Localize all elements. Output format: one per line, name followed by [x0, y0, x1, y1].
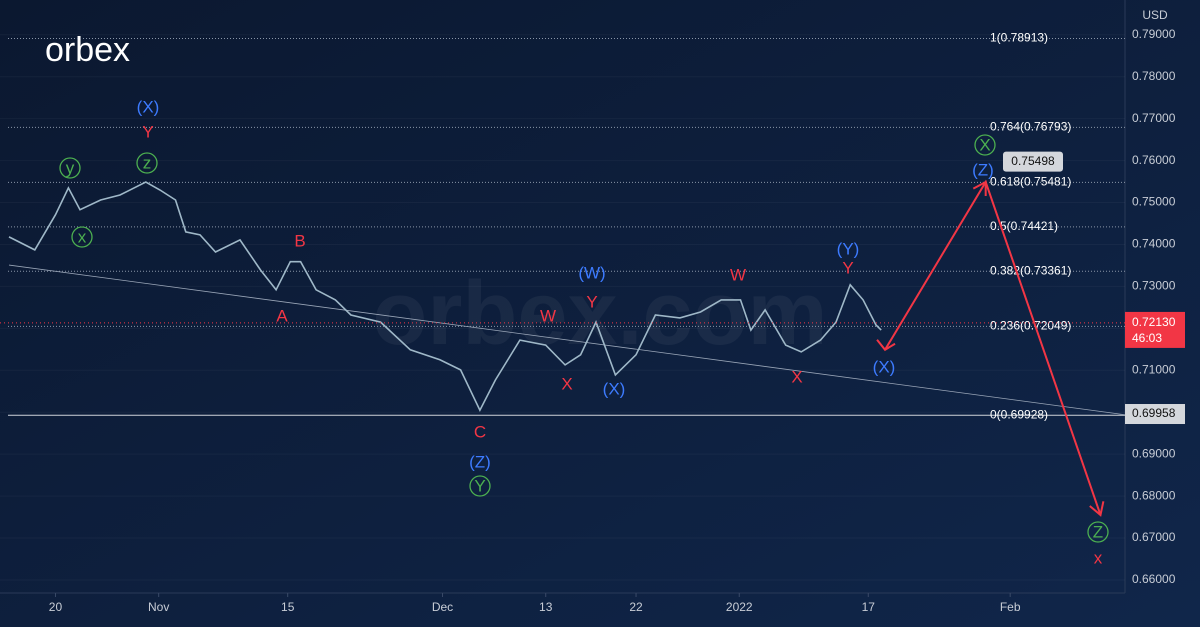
wave-label: Z: [1093, 522, 1103, 541]
price-line: [8, 181, 882, 413]
countdown: 46:03: [1132, 331, 1162, 345]
y-tick-label: 0.67000: [1132, 530, 1176, 544]
watermark: orbex.com: [372, 264, 827, 364]
y-tick-label: 0.75000: [1132, 195, 1176, 209]
y-tick-label: 0.71000: [1132, 362, 1176, 376]
wave-circle: [71, 226, 93, 248]
wave-circle: [974, 134, 996, 156]
x-tick-label: 17: [862, 600, 876, 614]
last-price-badge: [1125, 311, 1185, 348]
wave-label: B: [294, 231, 305, 250]
arrow-head: [1089, 501, 1105, 517]
y-tick-label: 0.74000: [1132, 237, 1176, 251]
wave-label: z: [143, 153, 152, 172]
x-tick-label: Nov: [148, 600, 169, 614]
wave-circle: [59, 157, 81, 179]
wave-label: x: [78, 227, 87, 246]
fib-label: 0.382(0.73361): [990, 263, 1071, 277]
wave-label: Y: [142, 122, 153, 141]
fib-label: 1(0.78913): [990, 31, 1048, 45]
wave-label: (Z): [972, 160, 994, 179]
wave-label: Y: [474, 476, 485, 495]
wave-label: X: [791, 367, 802, 386]
wave-label: W: [540, 306, 556, 325]
x-tick-label: 13: [539, 600, 553, 614]
wave-circle: [1087, 521, 1109, 543]
y-tick-label: 0.79000: [1132, 27, 1176, 41]
wave-label: C: [474, 422, 486, 441]
target-badge: [1003, 151, 1063, 172]
x-tick-label: 22: [629, 600, 643, 614]
marker-price: 0.69958: [1132, 406, 1176, 420]
wave-label: A: [276, 306, 288, 325]
wave-label: (W): [578, 263, 605, 282]
arrow-head: [972, 180, 987, 197]
y-tick-label: 0.73000: [1132, 279, 1176, 293]
target-label: 0.75498: [1011, 154, 1055, 168]
fib-label: 0.5(0.74421): [990, 219, 1058, 233]
x-tick-label: 15: [281, 600, 295, 614]
y-tick-label: 0.69000: [1132, 446, 1176, 460]
currency: USD: [1142, 8, 1168, 22]
price-badge: [1125, 404, 1185, 425]
wave-label: (Y): [837, 239, 860, 258]
arrow-head: [876, 339, 896, 352]
wave-label: Y: [842, 258, 853, 277]
x-tick-label: 2022: [726, 600, 753, 614]
y-tick-label: 0.78000: [1132, 69, 1176, 83]
x-tick-label: 20: [49, 600, 63, 614]
wave-circle: [136, 152, 158, 174]
x-tick-label: Dec: [432, 600, 453, 614]
wave-label: (X): [873, 357, 896, 376]
y-tick-label: 0.76000: [1132, 153, 1176, 167]
fib-label: 0.764(0.76793): [990, 120, 1071, 134]
fib-label: 0.236(0.72049): [990, 318, 1071, 332]
logo: orbex: [45, 31, 130, 69]
x-tick-label: Feb: [1000, 600, 1021, 614]
wave-circle: [469, 475, 491, 497]
fib-label: 0(0.69928): [990, 407, 1048, 421]
y-tick-label: 0.66000: [1132, 572, 1176, 586]
wave-label: X: [979, 135, 990, 154]
wave-label: y: [66, 158, 75, 177]
y-tick-label: 0.77000: [1132, 111, 1176, 125]
y-tick-label: 0.68000: [1132, 488, 1176, 502]
wave-label: X: [561, 374, 572, 393]
trend-line: [8, 264, 1126, 416]
last-price: 0.72130: [1132, 315, 1176, 329]
wave-label: W: [730, 265, 746, 284]
fib-label: 0.618(0.75481): [990, 175, 1071, 189]
wave-label: Y: [586, 292, 597, 311]
wave-label: (X): [603, 379, 626, 398]
wave-label: x: [1094, 548, 1103, 567]
wave-label: (X): [137, 97, 160, 116]
wave-label: (Z): [469, 452, 491, 471]
